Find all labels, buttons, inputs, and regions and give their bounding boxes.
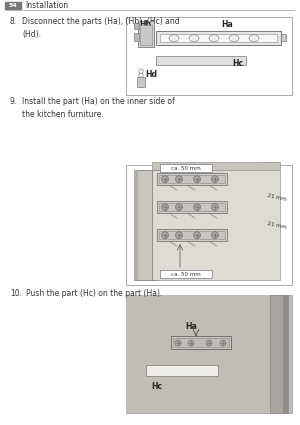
Text: 21 mm: 21 mm [267,193,287,201]
Ellipse shape [169,35,179,42]
Bar [146,365,218,376]
Text: Hb: Hb [139,20,151,29]
Bar [134,23,139,29]
Bar [126,295,270,413]
Circle shape [176,176,182,183]
Bar [281,34,286,41]
Bar [126,17,292,95]
Bar [134,33,139,41]
Circle shape [194,204,200,211]
Text: Push the part (Hc) on the part (Ha).: Push the part (Hc) on the part (Ha). [26,289,162,298]
Bar [157,229,227,241]
Bar [159,231,225,239]
Bar [159,203,225,211]
Circle shape [161,176,169,183]
Circle shape [161,232,169,238]
Circle shape [139,73,143,77]
Bar [5,2,21,9]
Bar [152,162,280,170]
Circle shape [194,232,200,238]
Circle shape [220,340,226,346]
Ellipse shape [189,35,199,42]
Bar [160,164,212,172]
Bar [138,21,154,47]
Circle shape [212,204,218,211]
Text: Ha: Ha [221,20,233,29]
Circle shape [212,176,218,183]
Bar [173,338,229,347]
Bar [126,295,292,413]
Text: 10.: 10. [10,289,22,298]
Bar [126,165,292,285]
Bar [160,34,277,42]
Text: ca. 50 mm: ca. 50 mm [171,272,201,277]
Text: Installation: Installation [25,1,68,10]
Text: 21 mm: 21 mm [267,221,287,230]
Bar [156,31,281,45]
Circle shape [176,204,182,211]
Bar [159,175,225,183]
Text: Hc: Hc [232,59,243,68]
Ellipse shape [249,35,259,42]
Bar [270,295,288,413]
Text: Hd: Hd [145,70,157,79]
Bar [134,170,152,280]
Circle shape [212,232,218,238]
Bar [171,336,231,349]
Circle shape [206,340,212,346]
Circle shape [175,340,181,346]
Bar [137,77,145,87]
Bar [157,201,227,213]
Text: Hc: Hc [151,382,162,391]
Bar [156,56,246,65]
Bar [152,170,280,280]
Ellipse shape [209,35,219,42]
Text: Ha: Ha [185,322,197,331]
Bar [134,170,138,280]
Bar [140,25,152,45]
Circle shape [176,232,182,238]
Text: 9.: 9. [10,97,17,106]
Bar [160,270,212,278]
Ellipse shape [229,35,239,42]
Bar [283,295,288,413]
Text: Disconnect the parts (Ha), (Hb), (Hc) and
(Hd).: Disconnect the parts (Ha), (Hb), (Hc) an… [22,17,180,39]
Circle shape [139,69,143,74]
Circle shape [194,176,200,183]
Text: 54: 54 [9,3,17,8]
Text: ca. 50 mm: ca. 50 mm [171,166,201,171]
Text: 8.: 8. [10,17,17,26]
Bar [157,173,227,185]
Circle shape [188,340,194,346]
Text: Install the part (Ha) on the inner side of
the kitchen furniture.: Install the part (Ha) on the inner side … [22,97,175,119]
Circle shape [161,204,169,211]
